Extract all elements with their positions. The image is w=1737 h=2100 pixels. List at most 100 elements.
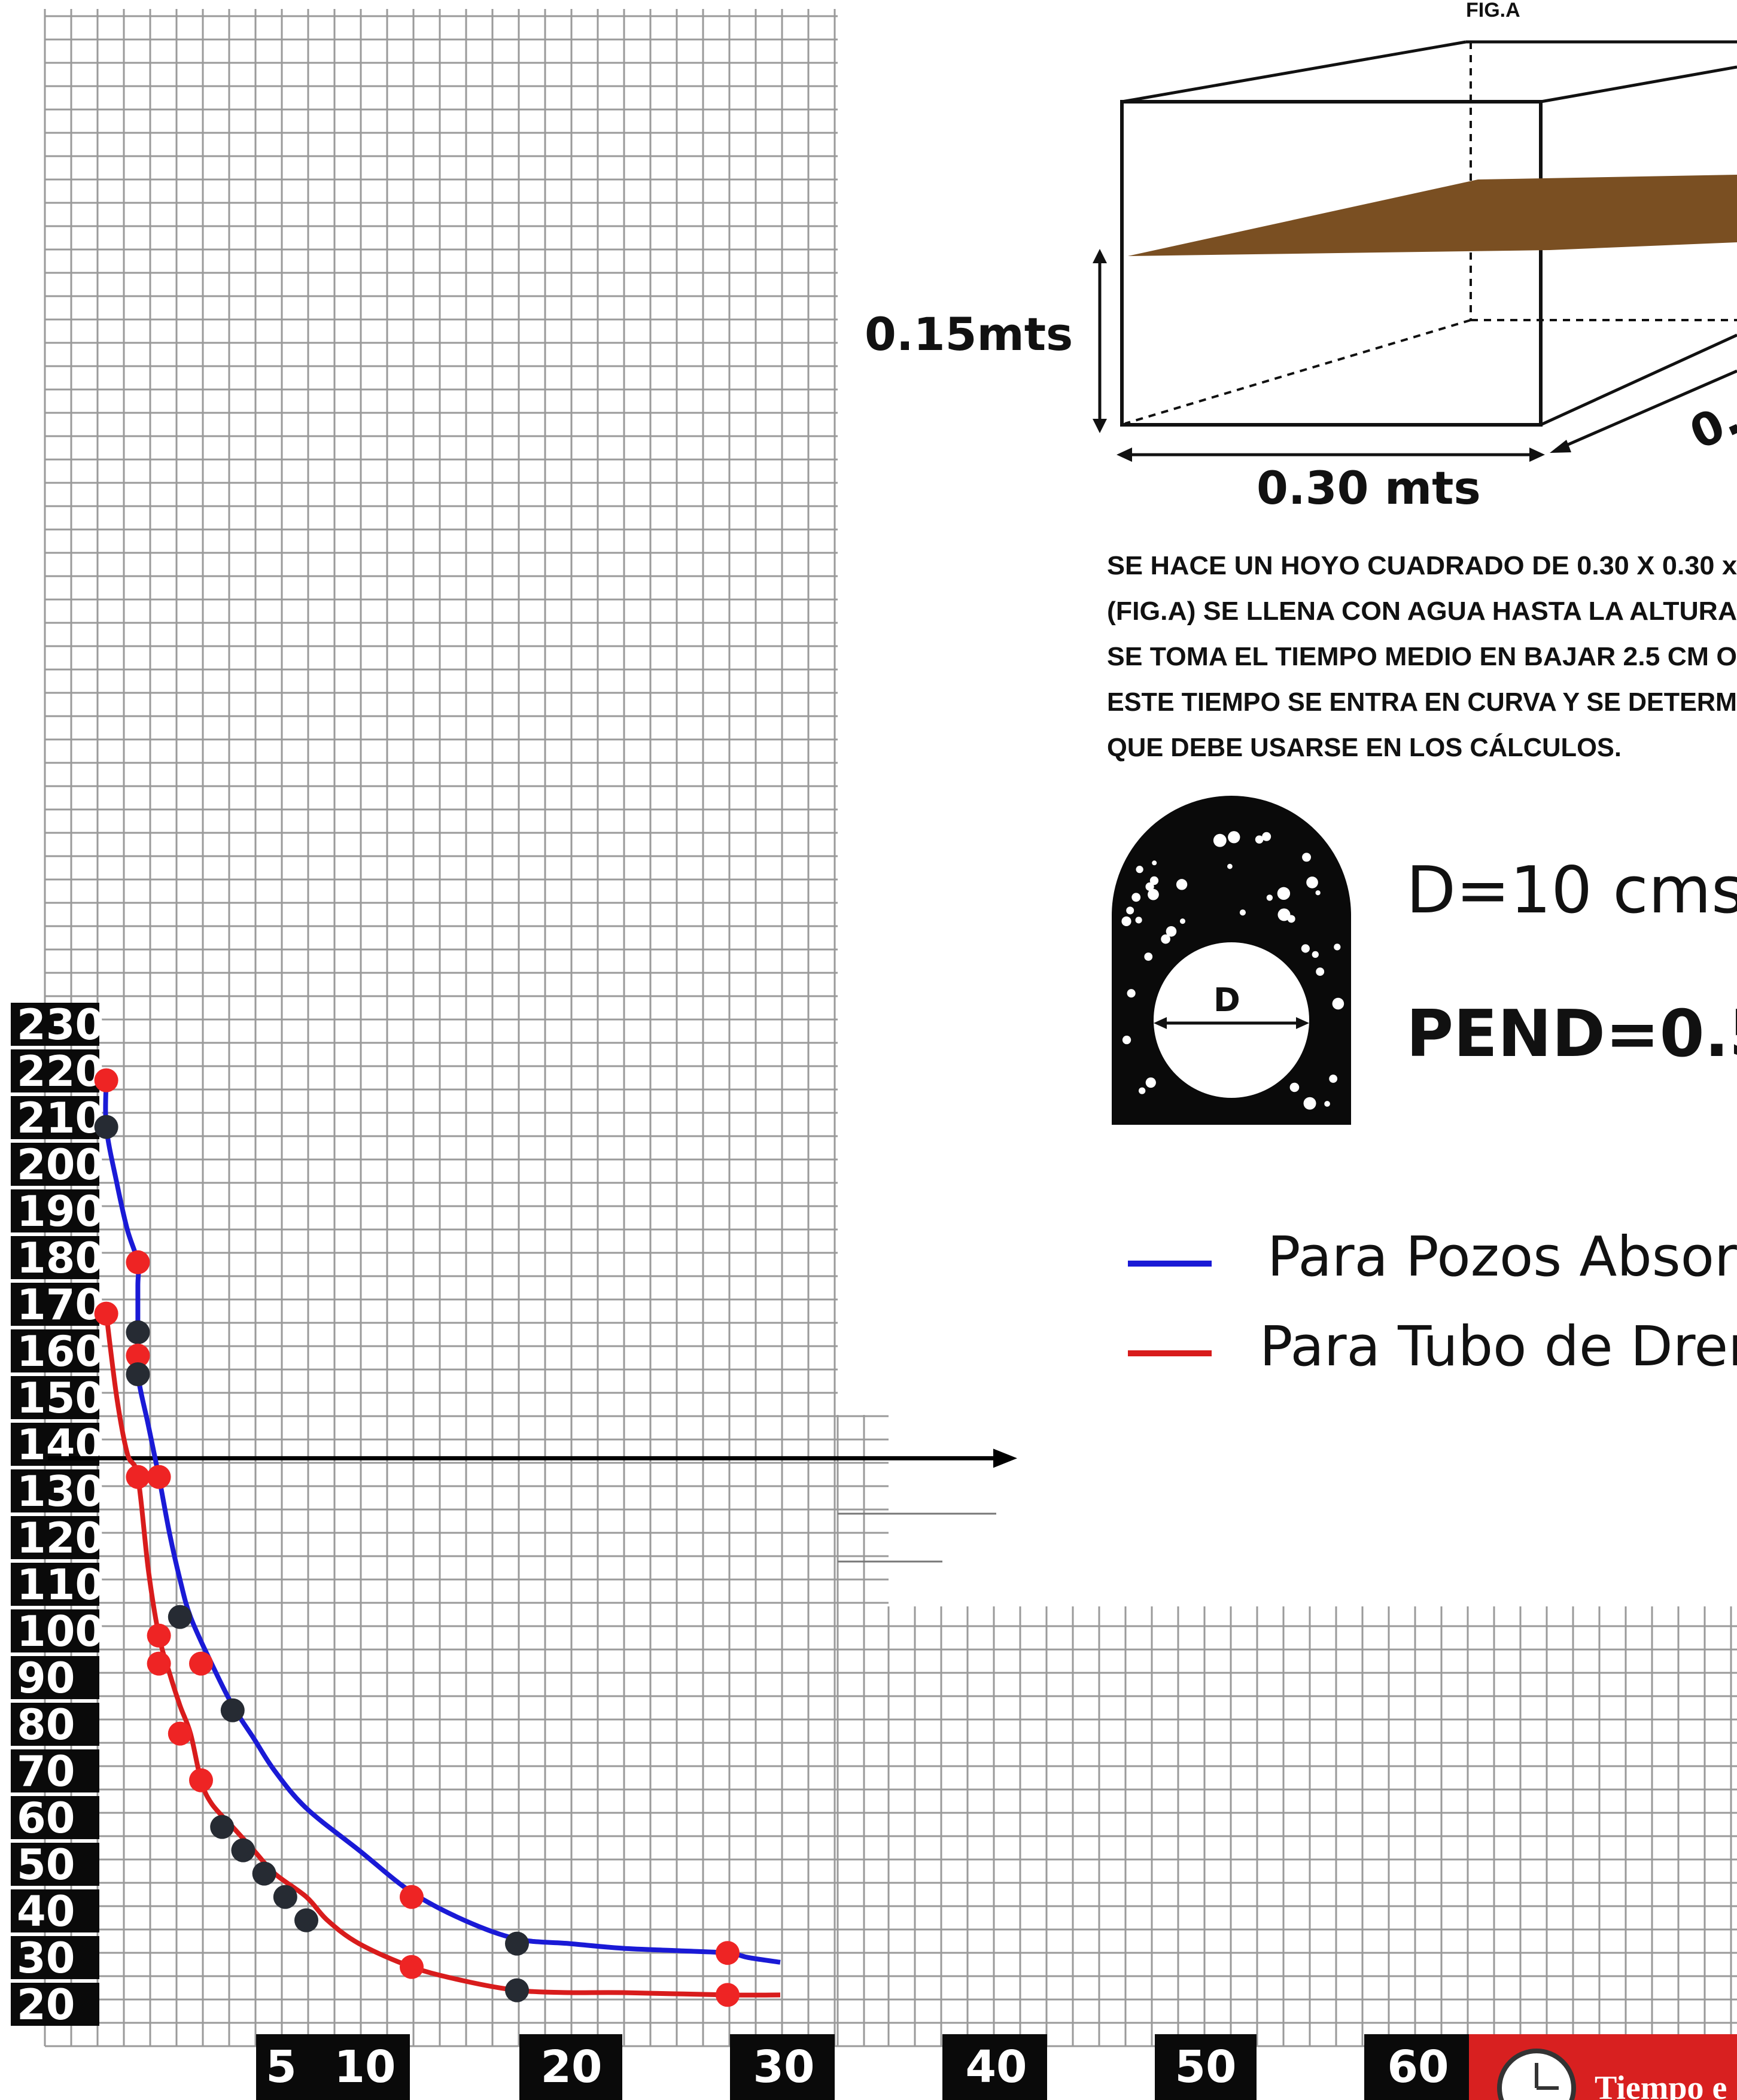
pipe-section-icon: D <box>1112 796 1351 1125</box>
gravel-speck <box>1138 1087 1146 1094</box>
gravel-speck <box>1334 944 1341 951</box>
gravel-speck <box>1332 997 1344 1010</box>
y-tick-label: 30 <box>17 1934 75 1983</box>
gravel-speck <box>1145 882 1154 891</box>
x-tick-label: 30 <box>753 2041 815 2093</box>
gravel-speck <box>1176 879 1188 890</box>
instruction-line: SE HACE UN HOYO CUADRADO DE 0.30 X 0.30 … <box>1107 551 1737 580</box>
gravel-speck <box>1161 934 1170 944</box>
instruction-line: (FIG.A) SE LLENA CON AGUA HASTA LA ALTUR… <box>1107 596 1737 626</box>
y-tick-background <box>11 1376 99 1419</box>
gravel-speck <box>1213 833 1227 847</box>
data-point <box>126 1250 150 1274</box>
y-tick-label: 90 <box>17 1654 75 1703</box>
y-tick-background <box>11 1283 99 1326</box>
gravel-speck <box>1316 967 1325 976</box>
dimension-arrowhead <box>1154 1017 1167 1029</box>
gravel-speck <box>1277 908 1291 921</box>
y-tick-background <box>11 1329 99 1372</box>
y-tick-label: 170 <box>17 1280 104 1329</box>
y-tick-label: 130 <box>17 1467 104 1516</box>
y-tick-label: 230 <box>17 1000 104 1049</box>
depth-dimension-line <box>1555 369 1737 452</box>
gravel-speck <box>1312 951 1319 958</box>
x-tick-label: 40 <box>966 2041 1027 2093</box>
x-tick-background <box>1155 2034 1257 2100</box>
y-tick-background <box>11 1516 99 1559</box>
data-point <box>400 1885 424 1909</box>
dimension-arrowhead <box>1117 448 1132 462</box>
y-tick-background <box>11 1889 99 1932</box>
gravel-speck <box>1289 1082 1300 1092</box>
y-tick-label: 70 <box>17 1747 75 1796</box>
data-point <box>189 1768 213 1792</box>
y-tick-label: 120 <box>17 1514 104 1563</box>
gravel-speck <box>1135 917 1142 924</box>
tiempo-label: Tiempo e <box>1595 2069 1727 2100</box>
tiempo-block: Tiempo e <box>1469 2034 1737 2100</box>
y-tick-label: 190 <box>17 1187 104 1236</box>
y-tick-background <box>11 1236 99 1279</box>
width-label: 0.30 mts <box>1257 461 1481 515</box>
y-tick-background <box>11 1003 99 1046</box>
gravel-speck <box>1315 890 1321 896</box>
pipe-circle <box>1154 942 1309 1098</box>
data-point <box>231 1838 255 1862</box>
dimension-arrowhead <box>1093 419 1107 433</box>
gravel-speck <box>1126 906 1134 915</box>
gravel-specks <box>1121 831 1344 1110</box>
cube-edge <box>1540 65 1737 104</box>
x-tick-background <box>942 2034 1047 2100</box>
y-tick-label: 40 <box>17 1887 75 1936</box>
legend-label-red: Para Tubo de Dren <box>1260 1314 1737 1378</box>
gravel-speck <box>1122 1035 1131 1045</box>
data-point <box>147 1465 171 1489</box>
cube-edge <box>1540 333 1737 427</box>
x-tick-background <box>1364 2034 1469 2100</box>
x-tick-label: 20 <box>541 2041 603 2093</box>
y-tick-label: 20 <box>17 1980 75 2029</box>
y-tick-label: 210 <box>17 1094 104 1143</box>
cube-front-face <box>1120 100 1543 427</box>
cube-edge <box>1121 40 1467 104</box>
dimension-arrowhead <box>1296 1017 1309 1029</box>
y-tick-background <box>11 1703 99 1746</box>
data-point <box>94 1068 118 1092</box>
gravel-speck <box>1228 831 1240 844</box>
x-tick-label: 10 <box>334 2041 396 2093</box>
gravel-speck <box>1144 952 1153 961</box>
y-tick-label: 160 <box>17 1327 104 1376</box>
gravel-speck <box>1301 944 1310 953</box>
y-tick-background <box>11 1843 99 1886</box>
y-tick-background <box>11 1796 99 1839</box>
y-tick-label: 200 <box>17 1140 104 1189</box>
data-point <box>294 1908 318 1932</box>
instructions: SE HACE UN HOYO CUADRADO DE 0.30 X 0.30 … <box>1107 551 1737 762</box>
y-tick-background <box>11 1936 99 1979</box>
gravel-speck <box>1149 876 1159 885</box>
y-tick-background <box>11 1096 99 1139</box>
gravel-speck <box>1266 894 1273 901</box>
y-tick-background <box>11 1049 99 1092</box>
y-tick-label: 150 <box>17 1374 104 1423</box>
y-tick-label: 80 <box>17 1700 75 1749</box>
gravel-speck <box>1262 832 1271 841</box>
gravel-speck <box>1179 918 1185 924</box>
data-point <box>147 1651 171 1676</box>
y-tick-background <box>11 1656 99 1699</box>
data-point <box>94 1301 118 1326</box>
series-markers <box>94 1068 740 2007</box>
diameter-symbol: D <box>1213 981 1240 1019</box>
gravel-speck <box>1303 1097 1316 1110</box>
data-point <box>168 1721 192 1746</box>
y-tick-background <box>11 1749 99 1792</box>
series-line-blue <box>103 1080 781 1965</box>
y-tick-background <box>11 1563 99 1606</box>
y-tick-label: 220 <box>17 1047 104 1096</box>
legend-label-blue: Para Pozos Absorb <box>1267 1225 1737 1289</box>
instruction-line: ESTE TIEMPO SE ENTRA EN CURVA Y SE DETER… <box>1107 687 1737 717</box>
diameter-value: D=10 cms <box>1406 853 1737 928</box>
fig-a-label: FIG.A <box>1466 0 1520 22</box>
gravel-speck <box>1131 893 1141 902</box>
y-tick-label: 180 <box>17 1234 104 1283</box>
